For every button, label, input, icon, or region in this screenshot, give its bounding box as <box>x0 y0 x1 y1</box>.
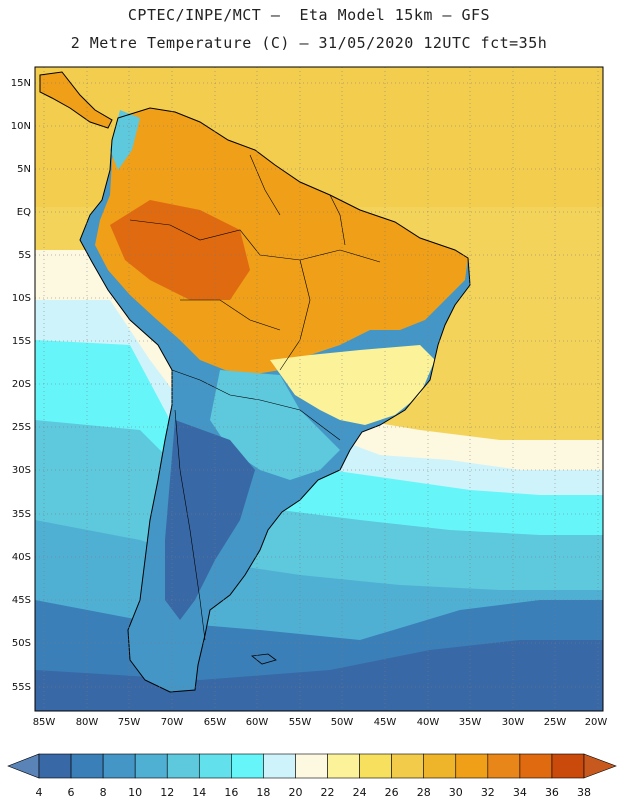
coastline <box>79 107 471 693</box>
colorbar-label: 18 <box>256 786 270 799</box>
colorbar-label: 8 <box>100 786 107 799</box>
colorbar-label: 22 <box>321 786 335 799</box>
lon-label-85w: 85W <box>33 717 56 728</box>
colorbar-swatch <box>551 753 585 779</box>
lon-label-60w: 60W <box>246 717 269 728</box>
plot-frame <box>34 66 604 712</box>
colorbar-label: 4 <box>36 786 43 799</box>
land-colombia-andes <box>110 110 140 170</box>
land-la-plata <box>210 370 340 480</box>
colorbar-label: 16 <box>224 786 238 799</box>
colorbar-label: 12 <box>160 786 174 799</box>
colorbar-label: 38 <box>577 786 591 799</box>
land-central-america <box>40 72 112 128</box>
longitude-axis: 85W 80W 75W 70W 65W 60W 55W 50W 45W 40W … <box>33 717 608 728</box>
colorbar-swatch <box>327 753 360 779</box>
lat-label-25s: 25S <box>12 422 31 433</box>
central-america-coast <box>39 71 113 129</box>
colorbar-swatch <box>519 753 553 779</box>
colorbar: 4 6 8 10 12 14 16 18 20 22 24 26 28 30 32 34 36 38 <box>7 753 617 799</box>
lon-label-70w: 70W <box>161 717 184 728</box>
colorbar-label: 30 <box>449 786 463 799</box>
colorbar-swatch <box>263 753 296 779</box>
colorbar-arrow-low <box>7 753 40 779</box>
colorbar-swatch <box>231 753 264 779</box>
lon-label-25w: 25W <box>544 717 567 728</box>
lat-label-50s: 50S <box>12 638 31 649</box>
lat-label-15s: 15S <box>12 336 31 347</box>
lon-label-45w: 45W <box>374 717 397 728</box>
colorbar-swatch <box>70 753 104 779</box>
lat-label-eq: EQ <box>17 207 31 218</box>
lat-label-40s: 40S <box>12 552 31 563</box>
land-southeast-brazil <box>270 345 435 425</box>
colorbar-label: 32 <box>481 786 495 799</box>
land-falklands <box>251 653 277 665</box>
title-line-variable: 2 Metre Temperature (C) – 31/05/2020 12U… <box>70 34 548 52</box>
colorbar-swatch <box>38 753 72 779</box>
lon-label-55w: 55W <box>289 717 312 728</box>
lon-label-65w: 65W <box>204 717 227 728</box>
ocean-band-6 <box>35 640 603 711</box>
lat-label-30s: 30S <box>12 465 31 476</box>
country-borders <box>129 154 381 641</box>
latitude-axis: 15N 10N 5N EQ 5S 10S 15S 20S 25S 30S 35S… <box>11 78 31 693</box>
colorbar-label: 20 <box>288 786 302 799</box>
lat-label-15n: 15N <box>11 78 31 89</box>
lon-label-50w: 50W <box>331 717 354 728</box>
lon-label-40w: 40W <box>417 717 440 728</box>
colorbar-swatch <box>391 753 425 779</box>
colorbar-swatch <box>166 753 200 779</box>
colorbar-arrow-high <box>583 753 617 779</box>
colorbar-swatch <box>359 753 392 779</box>
lat-label-45s: 45S <box>12 595 31 606</box>
lat-label-35s: 35S <box>12 509 31 520</box>
lat-label-55s: 55S <box>12 682 31 693</box>
temperature-field <box>35 67 603 711</box>
colorbar-label: 10 <box>128 786 142 799</box>
lon-label-30w: 30W <box>502 717 525 728</box>
graticule <box>35 67 603 711</box>
colorbar-swatch <box>455 753 489 779</box>
lat-label-10s: 10S <box>12 293 31 304</box>
lat-label-10n: 10N <box>11 121 31 132</box>
colorbar-swatch <box>295 753 328 779</box>
colorbar-label: 14 <box>192 786 206 799</box>
colorbar-label: 26 <box>385 786 399 799</box>
colorbar-swatch <box>423 753 457 779</box>
colorbar-label: 36 <box>545 786 559 799</box>
lon-label-80w: 80W <box>76 717 99 728</box>
colorbar-swatch <box>134 753 168 779</box>
colorbar-label: 24 <box>353 786 367 799</box>
colorbar-swatch <box>102 753 136 779</box>
colorbar-label: 34 <box>513 786 527 799</box>
colorbar-label: 28 <box>417 786 431 799</box>
colorbar-swatch <box>487 753 521 779</box>
lat-label-5s: 5S <box>18 250 31 261</box>
title-line-model: CPTEC/INPE/MCT – Eta Model 15km – GFS <box>127 6 491 24</box>
lon-label-75w: 75W <box>118 717 141 728</box>
colorbar-swatches <box>38 753 585 779</box>
lat-label-20s: 20S <box>12 379 31 390</box>
land-amazon-hot <box>95 108 468 375</box>
colorbar-swatch <box>198 753 232 779</box>
colorbar-label: 6 <box>68 786 75 799</box>
lon-label-35w: 35W <box>459 717 482 728</box>
colorbar-labels: 4 6 8 10 12 14 16 18 20 22 24 26 28 30 32 34 36 38 <box>36 786 592 799</box>
lon-label-20w: 20W <box>585 717 608 728</box>
lat-label-5n: 5N <box>17 164 31 175</box>
